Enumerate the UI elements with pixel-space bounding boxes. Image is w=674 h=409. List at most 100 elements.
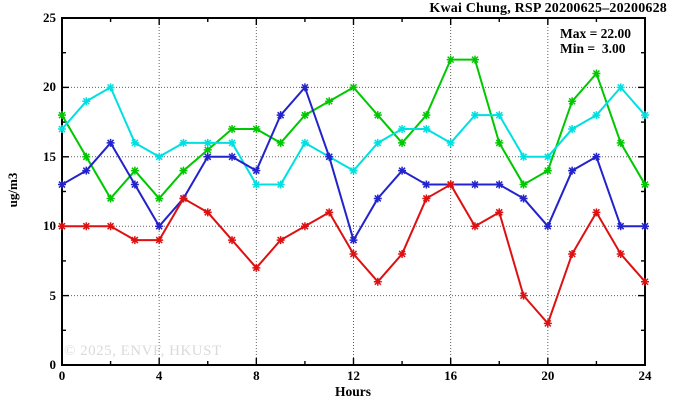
blue-series-marker (58, 180, 66, 189)
blue-series-marker (276, 111, 285, 120)
green-series-marker (179, 166, 188, 175)
blue-series-marker (82, 166, 91, 175)
green-series-marker (495, 138, 504, 147)
x-tick-label: 16 (444, 368, 458, 383)
green-series-marker (325, 97, 334, 106)
x-tick-label: 8 (253, 368, 260, 383)
blue-series-marker (349, 236, 358, 245)
x-tick-label: 12 (347, 368, 360, 383)
cyan-series-marker (543, 152, 552, 161)
blue-series-marker (130, 180, 139, 189)
x-tick-label: 0 (58, 368, 66, 383)
blue-series-marker (300, 83, 309, 92)
cyan-series-marker (398, 125, 407, 134)
max-min-annotation: Max = 22.00 Min = 3.00 (560, 26, 631, 56)
blue-series-marker (155, 222, 164, 231)
green-series-marker (300, 111, 309, 120)
green-series-marker (470, 55, 479, 64)
red-series-marker (616, 249, 625, 258)
cyan-series-marker (641, 111, 649, 120)
green-series-marker (446, 55, 455, 64)
green-series-marker (58, 111, 66, 120)
cyan-series-marker (592, 111, 601, 120)
blue-series-marker (106, 138, 115, 147)
blue-series-marker (641, 222, 649, 231)
cyan-series-marker (470, 111, 479, 120)
green-series-marker (203, 145, 212, 154)
annotation-max: Max = 22.00 (560, 26, 632, 41)
y-tick-label: 5 (49, 287, 57, 303)
green-series-marker (616, 138, 625, 147)
cyan-series-marker (519, 152, 528, 161)
cyan-series-marker (203, 138, 212, 147)
blue-series-marker (495, 180, 504, 189)
green-series-marker (373, 111, 382, 120)
blue-series-marker (398, 166, 407, 175)
x-axis-label: Hours (334, 384, 371, 399)
chart-title: Kwai Chung, RSP 20200625–20200628 (429, 1, 667, 16)
red-series-marker (203, 208, 212, 217)
blue-series-marker (203, 152, 212, 161)
red-series-marker (155, 236, 164, 245)
red-series-marker (470, 222, 479, 231)
blue-series-marker (228, 152, 237, 161)
y-tick-label: 0 (49, 357, 57, 372)
cyan-series-marker (106, 83, 115, 92)
cyan-series-marker (252, 180, 261, 189)
cyan-series-marker (446, 138, 455, 147)
blue-series-marker (568, 166, 577, 175)
green-series-marker (252, 125, 261, 134)
cyan-series-marker (82, 97, 91, 106)
red-series-marker (519, 291, 528, 300)
red-series-marker (179, 194, 188, 203)
cyan-series-marker (422, 125, 431, 134)
x-tick-label: 4 (155, 368, 163, 383)
y-tick-label: 25 (43, 10, 56, 25)
x-tick-label: 24 (638, 368, 652, 383)
red-series-marker (325, 208, 334, 217)
blue-series-marker (422, 180, 431, 189)
green-series-marker (349, 83, 358, 92)
red-series-marker (276, 236, 285, 245)
red-series-marker (58, 222, 66, 231)
red-series-marker (228, 236, 237, 245)
green-series-marker (228, 125, 237, 134)
blue-series-line (61, 86, 645, 242)
green-series-marker (422, 111, 431, 120)
green-series-marker (82, 152, 91, 161)
cyan-series-marker (349, 166, 358, 175)
cyan-series-marker (58, 125, 66, 134)
cyan-series-marker (179, 138, 188, 147)
blue-series-marker (616, 222, 625, 231)
green-series-marker (568, 97, 577, 106)
blue-series-marker (543, 222, 552, 231)
red-series-marker (106, 222, 115, 231)
green-series-marker (641, 180, 649, 189)
red-series-marker (568, 249, 577, 258)
red-series-marker (349, 249, 358, 258)
y-tick-label: 15 (43, 148, 56, 164)
annotation-min: Min = 3.00 (560, 41, 626, 56)
cyan-series-marker (300, 138, 309, 147)
cyan-series-marker (276, 180, 285, 189)
green-series-marker (592, 69, 601, 78)
blue-series-marker (470, 180, 479, 189)
green-series-marker (519, 180, 528, 189)
red-series-marker (252, 263, 261, 272)
cyan-series-marker (373, 138, 382, 147)
red-series-marker (130, 236, 139, 245)
y-tick-label: 10 (43, 218, 56, 234)
blue-series-marker (325, 152, 334, 161)
cyan-series-marker (568, 125, 577, 134)
green-series-marker (543, 166, 552, 175)
red-series-marker (641, 277, 649, 286)
blue-series-marker (592, 152, 601, 161)
red-series-marker (543, 319, 552, 328)
blue-series-marker (252, 166, 261, 175)
red-series-marker (592, 208, 601, 217)
cyan-series-marker (616, 83, 625, 92)
y-tick-label: 20 (43, 79, 56, 95)
red-series-marker (373, 277, 382, 286)
